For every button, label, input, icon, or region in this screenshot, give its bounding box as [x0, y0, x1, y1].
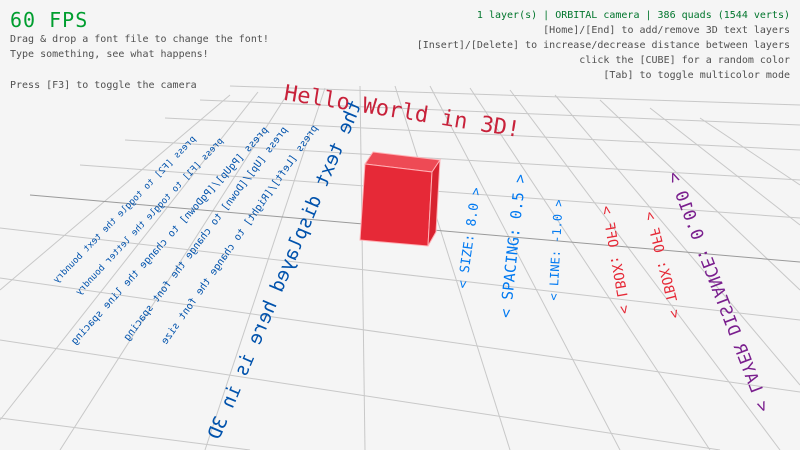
cube[interactable]: [359, 151, 441, 247]
help-layer-distance: [Insert]/[Delete] to increase/decrease d…: [416, 40, 790, 51]
help-multicolor: [Tab] to toggle multicolor mode: [603, 70, 790, 81]
ground-grid: [0, 85, 800, 450]
help-drag-drop: Drag & drop a font file to change the fo…: [10, 34, 269, 45]
help-layers: [Home]/[End] to add/remove 3D text layer…: [543, 25, 790, 36]
help-type-something: Type something, see what happens!: [10, 49, 209, 60]
help-toggle-camera: Press [F3] to toggle the camera: [10, 80, 197, 91]
status-line: 1 layer(s) | ORBITAL camera | 386 quads …: [476, 10, 790, 21]
fps-counter: 60 FPS: [10, 8, 89, 32]
help-cube-color: click the [CUBE] for a random color: [579, 55, 790, 66]
